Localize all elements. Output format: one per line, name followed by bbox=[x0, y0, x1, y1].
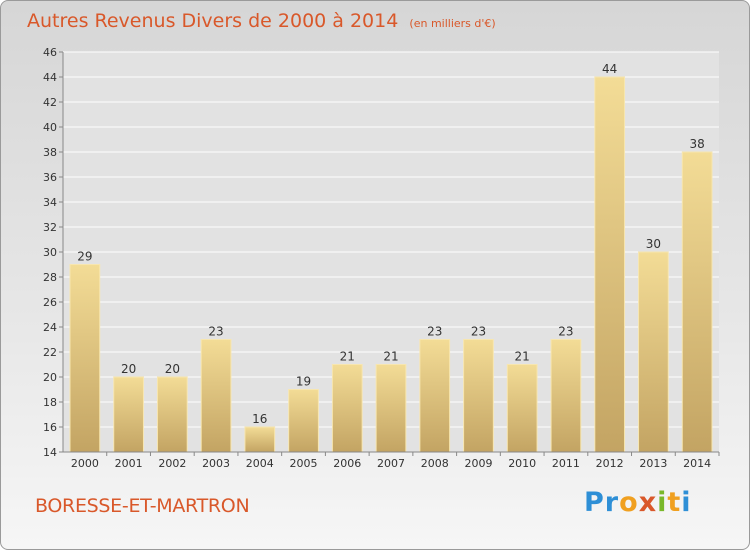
place-name: BORESSE-ET-MARTRON bbox=[35, 495, 250, 517]
y-tick-label: 18 bbox=[43, 396, 57, 409]
x-tick-label: 2000 bbox=[71, 457, 99, 470]
data-label: 20 bbox=[121, 362, 136, 376]
data-label: 38 bbox=[689, 137, 704, 151]
data-label: 19 bbox=[296, 375, 311, 389]
data-label: 44 bbox=[602, 62, 617, 76]
x-axis-ticks: 2000 2001 2002 2003 2004 2005 2006 2007 2008 2009… bbox=[71, 452, 720, 470]
bar bbox=[375, 364, 407, 453]
bars bbox=[69, 76, 713, 453]
x-tick-label: 2007 bbox=[377, 457, 405, 470]
y-tick-label: 44 bbox=[43, 71, 57, 84]
data-label: 21 bbox=[515, 350, 530, 364]
data-label: 21 bbox=[383, 350, 398, 364]
x-tick-label: 2004 bbox=[246, 457, 274, 470]
y-tick-label: 42 bbox=[43, 96, 57, 109]
y-tick-label: 32 bbox=[43, 221, 57, 234]
y-tick-label: 30 bbox=[43, 246, 57, 259]
bar bbox=[463, 339, 494, 453]
x-tick-label: 2005 bbox=[290, 457, 318, 470]
bar bbox=[113, 376, 144, 453]
data-label: 21 bbox=[340, 350, 355, 364]
bar bbox=[331, 364, 363, 453]
x-tick-label: 2013 bbox=[639, 457, 667, 470]
data-label: 29 bbox=[77, 250, 92, 264]
x-tick-label: 2009 bbox=[464, 457, 492, 470]
y-axis-ticks: 14 16 18 20 22 24 26 28 30 32 34 36 38 40 42 44 46 bbox=[43, 46, 63, 459]
data-label: 23 bbox=[208, 325, 223, 339]
y-tick-label: 28 bbox=[43, 271, 57, 284]
data-label: 16 bbox=[252, 412, 267, 426]
data-label: 23 bbox=[427, 325, 442, 339]
x-tick-label: 2001 bbox=[115, 457, 143, 470]
x-tick-label: 2011 bbox=[552, 457, 580, 470]
x-tick-label: 2014 bbox=[683, 457, 711, 470]
y-tick-label: 36 bbox=[43, 171, 57, 184]
chart-title: Autres Revenus Divers de 2000 à 2014 bbox=[27, 10, 399, 32]
data-label: 30 bbox=[646, 237, 661, 251]
x-tick-label: 2012 bbox=[596, 457, 624, 470]
bar bbox=[550, 339, 582, 453]
y-tick-label: 16 bbox=[43, 421, 57, 434]
x-tick-label: 2008 bbox=[421, 457, 449, 470]
bar bbox=[156, 376, 188, 453]
x-tick-label: 2002 bbox=[158, 457, 186, 470]
data-label: 20 bbox=[165, 362, 180, 376]
bar bbox=[594, 76, 626, 453]
x-tick-label: 2006 bbox=[333, 457, 361, 470]
bar bbox=[69, 264, 101, 453]
data-label: 23 bbox=[558, 325, 573, 339]
bar bbox=[288, 389, 319, 453]
bar bbox=[244, 426, 276, 453]
y-tick-label: 14 bbox=[43, 446, 57, 459]
y-tick-label: 26 bbox=[43, 296, 57, 309]
y-tick-label: 38 bbox=[43, 146, 57, 159]
chart-heading: Autres Revenus Divers de 2000 à 2014 (en… bbox=[27, 10, 496, 32]
x-tick-label: 2003 bbox=[202, 457, 230, 470]
chart-subtitle: (en milliers d'€) bbox=[409, 17, 496, 30]
x-tick-label: 2010 bbox=[508, 457, 536, 470]
data-label: 23 bbox=[471, 325, 486, 339]
bar bbox=[419, 339, 451, 453]
bar bbox=[638, 251, 669, 453]
brand-logo: Proxiti bbox=[584, 487, 692, 518]
y-tick-label: 22 bbox=[43, 346, 57, 359]
y-tick-label: 46 bbox=[43, 46, 57, 59]
bar bbox=[681, 151, 713, 453]
y-tick-label: 34 bbox=[43, 196, 57, 209]
y-tick-label: 20 bbox=[43, 371, 57, 384]
y-tick-label: 24 bbox=[43, 321, 57, 334]
bar bbox=[200, 339, 232, 453]
data-labels: 29 20 20 23 16 19 21 21 23 23 21 23 44 30 38 bbox=[77, 62, 705, 426]
y-tick-label: 40 bbox=[43, 121, 57, 134]
bar bbox=[506, 364, 538, 453]
